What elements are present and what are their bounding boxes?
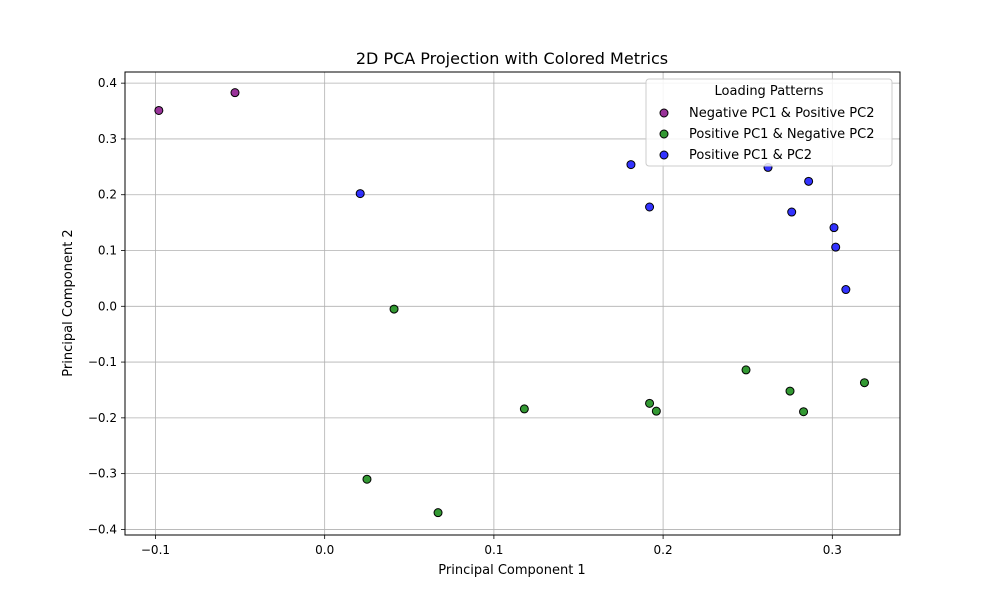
scatter-point <box>799 407 809 417</box>
legend-marker <box>659 150 669 160</box>
scatter-point <box>519 404 529 414</box>
scatter-points <box>154 88 869 518</box>
scatter-point <box>645 202 655 212</box>
y-tick-label: −0.4 <box>88 522 117 536</box>
x-tick-label: 0.2 <box>654 543 673 557</box>
legend-marker <box>659 108 669 118</box>
y-axis-label: Principal Component 2 <box>61 229 76 376</box>
scatter-point <box>741 365 751 375</box>
x-tick-label: 0.0 <box>315 543 334 557</box>
legend-label: Negative PC1 & Positive PC2 <box>689 106 875 121</box>
legend-entries: Negative PC1 & Positive PC2 Positive PC1 … <box>659 106 875 163</box>
scatter-point <box>389 304 399 314</box>
legend: Loading Patterns Negative PC1 & Positive… <box>645 78 893 167</box>
scatter-point <box>626 160 636 170</box>
scatter-point <box>433 508 443 518</box>
legend-label: Positive PC1 & PC2 <box>689 148 812 163</box>
axes-frame <box>124 71 901 536</box>
x-tick-label: 0.3 <box>823 543 842 557</box>
y-tick-label: 0.0 <box>98 299 117 313</box>
scatter-point <box>859 378 869 388</box>
scatter-point <box>829 223 839 233</box>
axis-ticks: −0.1 0.0 0.1 0.2 0.3 −0.4 −0.3 −0.2 −0.1 0.0 0.1 0.… <box>88 76 842 557</box>
y-tick-label: 0.1 <box>98 244 117 258</box>
scatter-point <box>645 398 655 408</box>
chart-title: 2D PCA Projection with Colored Metrics <box>356 49 668 68</box>
scatter-point <box>362 474 372 484</box>
scatter-point <box>804 176 814 186</box>
y-tick-label: 0.4 <box>98 76 117 90</box>
legend-title: Loading Patterns <box>715 84 824 99</box>
scatter-point <box>154 105 164 115</box>
y-tick-label: −0.1 <box>88 355 117 369</box>
y-tick-label: 0.2 <box>98 188 117 202</box>
scatter-point <box>651 406 661 416</box>
scatter-point <box>787 207 797 217</box>
scatter-point <box>841 285 851 295</box>
legend-box <box>645 78 893 167</box>
x-axis-label: Principal Component 1 <box>438 563 585 578</box>
scatter-point <box>831 242 841 252</box>
legend-marker <box>659 129 669 139</box>
y-tick-label: 0.3 <box>98 132 117 146</box>
x-tick-label: −0.1 <box>141 543 170 557</box>
legend-label: Positive PC1 & Negative PC2 <box>689 127 875 142</box>
scatter-point <box>355 189 365 199</box>
y-tick-label: −0.2 <box>88 411 117 425</box>
scatter-point <box>230 88 240 98</box>
scatter-point <box>785 386 795 396</box>
y-tick-label: −0.3 <box>88 467 117 481</box>
x-tick-label: 0.1 <box>484 543 503 557</box>
